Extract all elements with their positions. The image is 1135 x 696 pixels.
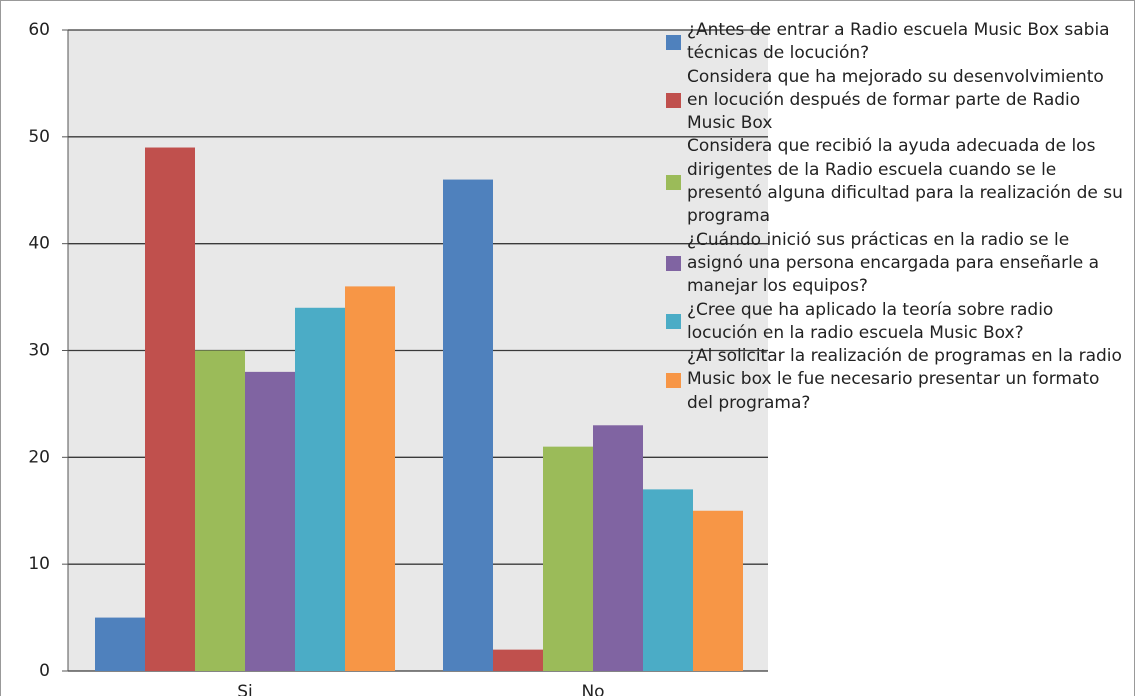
legend-entry: Considera que ha mejorado su desenvolvim… [666,66,1128,136]
legend-swatch [666,93,681,109]
legend-swatch [666,314,681,330]
y-tick-label: 40 [28,234,50,254]
bar [593,425,643,671]
y-tick-label: 10 [28,554,50,574]
legend-label: ¿Cree que ha aplicado la teoría sobre ra… [687,299,1054,343]
y-tick-label: 0 [39,661,50,681]
legend-label: ¿Al solicitar la realización de programa… [687,346,1122,413]
legend-entry: ¿Cuándo inició sus prácticas en la radio… [666,229,1128,299]
y-tick-label: 50 [28,127,50,147]
bar [145,147,195,671]
legend-entry: ¿Antes de entrar a Radio escuela Music B… [666,19,1128,66]
legend-label: ¿Antes de entrar a Radio escuela Music B… [687,20,1110,64]
y-tick-label: 60 [28,20,50,40]
bar [543,446,593,671]
y-tick-label: 30 [28,341,50,361]
bar [195,350,245,671]
bar [95,617,145,671]
bar [693,510,743,671]
x-tick-label: Si [237,682,253,696]
y-tick-label: 20 [28,447,50,467]
bar [345,286,395,671]
legend-swatch [666,34,681,50]
bar [493,649,543,671]
legend-entry: Considera que recibió la ayuda adecuada … [666,135,1128,228]
bar [443,179,493,672]
legend-entry: ¿Cree que ha aplicado la teoría sobre ra… [666,299,1128,346]
bar [245,371,295,671]
bar [295,307,345,671]
bar [643,489,693,671]
x-tick-label: No [581,682,604,696]
legend-label: Considera que recibió la ayuda adecuada … [687,136,1123,227]
legend-swatch [666,256,681,272]
legend-swatch [666,174,681,190]
legend-swatch [666,372,681,388]
legend-label: ¿Cuándo inició sus prácticas en la radio… [687,229,1100,297]
legend-entry: ¿Al solicitar la realización de programa… [666,345,1128,415]
legend: ¿Antes de entrar a Radio escuela Music B… [666,19,1128,415]
legend-label: Considera que ha mejorado su desenvolvim… [687,66,1104,134]
